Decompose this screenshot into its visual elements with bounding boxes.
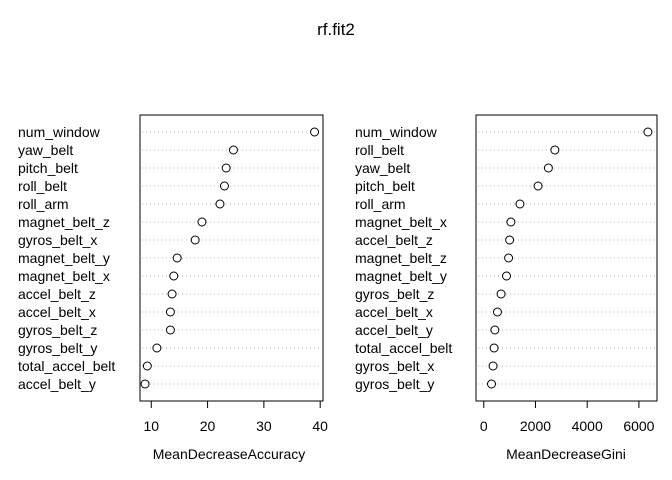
panel-2-row-label: gyros_belt_x [355, 358, 434, 374]
panel-2-point-total_accel_belt [489, 343, 499, 353]
panel-2-point-magnet_belt_z [504, 253, 514, 263]
panel-1-x-tick-label: 30 [256, 418, 272, 434]
panel-1-point-yaw_belt [228, 145, 238, 155]
panel-1-x-tick-label: 20 [200, 418, 216, 434]
panel-1-row-label: accel_belt_z [18, 286, 96, 302]
panel-1-row-label: magnet_belt_y [18, 250, 110, 266]
panel-1-row-label: gyros_belt_y [18, 340, 97, 356]
panel-2-point-gyros_belt_z [496, 289, 506, 299]
panel-1-row-label: magnet_belt_z [18, 214, 110, 230]
panel-2-point-yaw_belt [543, 163, 553, 173]
panel-1-point-accel_belt_y [140, 379, 150, 389]
panel-1-row-label: pitch_belt [18, 160, 78, 176]
panel-1-row-label: gyros_belt_x [18, 232, 97, 248]
panel-1-row-label: accel_belt_x [18, 304, 96, 320]
panel-2-x-tick-label: 6000 [623, 418, 654, 434]
panel-1-row-label: roll_arm [18, 196, 69, 212]
panel-1-point-total_accel_belt [142, 361, 152, 371]
panel-1-row-label: roll_belt [18, 178, 67, 194]
panel-1-point-magnet_belt_x [169, 271, 179, 281]
panel-2-row-label: accel_belt_x [355, 304, 433, 320]
panel-2-row-label: roll_belt [355, 142, 404, 158]
panel-1-point-accel_belt_z [167, 289, 177, 299]
panel-2-row-label: magnet_belt_z [355, 250, 447, 266]
panel-1-point-roll_arm [215, 199, 225, 209]
panel-1-row-label: accel_belt_y [18, 376, 96, 392]
panel-2-frame [475, 114, 658, 402]
panel-1-point-num_window [310, 127, 320, 137]
panel-1-point-pitch_belt [221, 163, 231, 173]
panel-2-point-accel_belt_x [492, 307, 502, 317]
panel-2-point-num_window [643, 127, 653, 137]
panel-2-row-label: roll_arm [355, 196, 406, 212]
panel-1-point-magnet_belt_z [197, 217, 207, 227]
panel-1-point-gyros_belt_z [165, 325, 175, 335]
panel-2-row-label: accel_belt_z [355, 232, 433, 248]
panel-2-point-pitch_belt [533, 181, 543, 191]
panel-1-point-gyros_belt_x [190, 235, 200, 245]
panel-1-row-label: num_window [18, 124, 101, 140]
panel-2-point-accel_belt_y [490, 325, 500, 335]
panel-2-x-axis-label: MeanDecreaseGini [506, 446, 626, 462]
panel-1-point-accel_belt_x [165, 307, 175, 317]
panel-2-point-gyros_belt_x [488, 361, 498, 371]
panel-2-point-magnet_belt_y [502, 271, 512, 281]
panel-2-point-accel_belt_z [505, 235, 515, 245]
panel-1-row-label: yaw_belt [18, 142, 73, 158]
panel-1-point-gyros_belt_y [152, 343, 162, 353]
panel-2-x-tick-label: 2000 [520, 418, 551, 434]
panel-1-row-label: total_accel_belt [18, 358, 115, 374]
panel-2-row-label: magnet_belt_x [355, 214, 447, 230]
panel-2-row-label: accel_belt_y [355, 322, 433, 338]
panel-2-row-label: total_accel_belt [355, 340, 452, 356]
panel-1-point-roll_belt [219, 181, 229, 191]
panel-1-x-axis-label: MeanDecreaseAccuracy [153, 446, 306, 462]
panel-2-row-label: yaw_belt [355, 160, 410, 176]
panel-1-point-magnet_belt_y [172, 253, 182, 263]
panel-1-x-tick-label: 40 [312, 418, 328, 434]
panel-2-row-label: magnet_belt_y [355, 268, 447, 284]
panel-2-row-label: gyros_belt_y [355, 376, 434, 392]
panel-1-row-label: magnet_belt_x [18, 268, 110, 284]
panel-2-point-roll_belt [550, 145, 560, 155]
panel-2-x-tick-label: 0 [480, 418, 488, 434]
panel-2-point-gyros_belt_y [487, 379, 497, 389]
panel-1-frame [139, 114, 324, 402]
panel-2-row-label: pitch_belt [355, 178, 415, 194]
panel-2-x-tick-label: 4000 [572, 418, 603, 434]
panel-1-x-tick-label: 10 [143, 418, 159, 434]
panel-2-point-magnet_belt_x [506, 217, 516, 227]
panel-2-row-label: gyros_belt_z [355, 286, 434, 302]
panel-2-point-roll_arm [515, 199, 525, 209]
panel-1-row-label: gyros_belt_z [18, 322, 97, 338]
panel-2-row-label: num_window [355, 124, 438, 140]
chart-title: rf.fit2 [317, 20, 355, 39]
